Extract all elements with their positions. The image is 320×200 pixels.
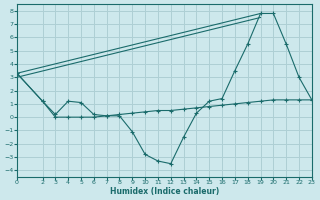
X-axis label: Humidex (Indice chaleur): Humidex (Indice chaleur) [110,187,219,196]
